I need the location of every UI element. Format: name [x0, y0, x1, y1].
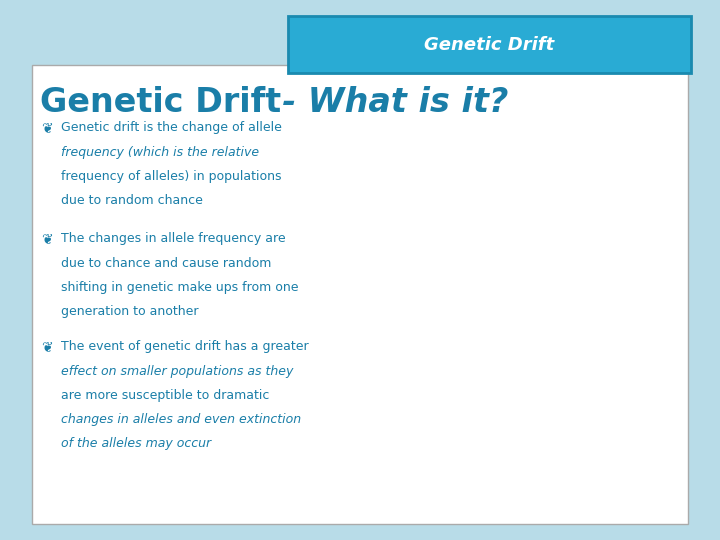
- Y-axis label: Allele frequencies: Allele frequencies: [361, 278, 370, 359]
- Text: due to random chance: due to random chance: [61, 194, 203, 207]
- Text: due to chance and cause random: due to chance and cause random: [61, 256, 271, 269]
- Text: effect on smaller populations as they: effect on smaller populations as they: [61, 364, 294, 377]
- Text: are more susceptible to dramatic: are more susceptible to dramatic: [61, 389, 269, 402]
- Text: Genetic Drift: Genetic Drift: [40, 86, 281, 119]
- Text: ❦: ❦: [41, 340, 53, 354]
- Text: ❦: ❦: [41, 122, 53, 136]
- X-axis label: Time (generations): Time (generations): [493, 516, 580, 525]
- Text: The changes in allele frequency are: The changes in allele frequency are: [61, 232, 286, 245]
- Text: of the alleles may occur: of the alleles may occur: [61, 437, 212, 450]
- Text: shifting in genetic make ups from one: shifting in genetic make ups from one: [61, 281, 299, 294]
- Text: ❦: ❦: [41, 232, 53, 246]
- Text: Genetic Drift: Genetic Drift: [425, 36, 554, 53]
- Text: frequency (which is the relative: frequency (which is the relative: [61, 146, 259, 159]
- Text: changes in alleles and even extinction: changes in alleles and even extinction: [61, 413, 302, 426]
- Text: - What is it?: - What is it?: [259, 86, 508, 119]
- Title: Genetic Drift: Genetic Drift: [505, 131, 567, 141]
- Text: frequency of alleles) in populations: frequency of alleles) in populations: [61, 170, 282, 183]
- Text: Genetic drift is the change of allele: Genetic drift is the change of allele: [61, 122, 282, 134]
- Text: The event of genetic drift has a greater: The event of genetic drift has a greater: [61, 340, 309, 353]
- Text: generation to another: generation to another: [61, 305, 199, 318]
